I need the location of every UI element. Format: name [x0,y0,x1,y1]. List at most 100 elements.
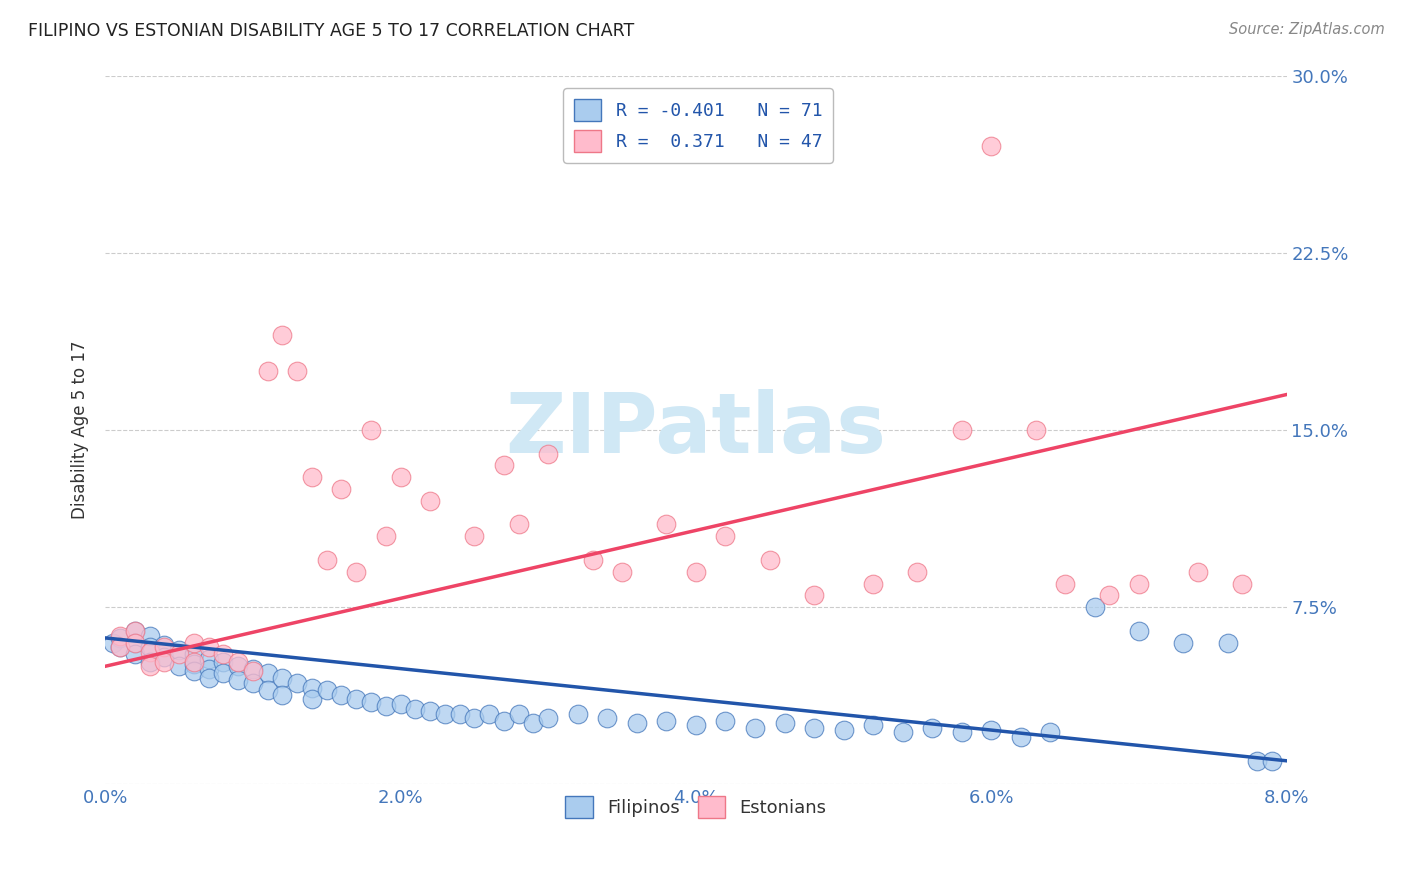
Point [1098,588,1121,602]
Point [197,640,219,655]
Point [537,447,560,461]
Point [271,328,294,343]
Point [153,649,176,664]
Point [183,657,205,671]
Point [167,659,190,673]
Point [433,706,456,721]
Point [183,664,205,678]
Point [492,714,515,728]
Point [773,716,796,731]
Point [626,716,648,731]
Point [138,655,160,669]
Point [463,529,485,543]
Point [108,629,131,643]
Point [212,655,235,669]
Point [492,458,515,473]
Point [905,565,928,579]
Point [360,695,382,709]
Point [655,517,678,532]
Point [596,711,619,725]
Point [891,725,914,739]
Point [950,725,973,739]
Point [714,529,737,543]
Point [360,423,382,437]
Point [167,648,190,662]
Point [108,631,131,645]
Point [921,721,943,735]
Point [212,666,235,681]
Text: ZIPatlas: ZIPatlas [505,390,886,470]
Point [1054,576,1077,591]
Point [1173,635,1195,649]
Point [404,702,426,716]
Point [256,682,278,697]
Point [153,655,176,669]
Point [744,721,766,735]
Point [862,576,884,591]
Point [124,648,146,662]
Point [256,364,278,378]
Point [197,671,219,685]
Point [285,364,308,378]
Point [315,682,337,697]
Point [1246,754,1268,768]
Point [1084,600,1107,615]
Point [330,482,353,496]
Point [271,688,294,702]
Point [301,692,323,706]
Point [1025,423,1047,437]
Point [522,716,544,731]
Point [803,721,825,735]
Point [124,635,146,649]
Point [124,624,146,638]
Point [685,718,707,732]
Point [183,655,205,669]
Point [419,704,441,718]
Point [1128,576,1150,591]
Point [138,645,160,659]
Point [153,638,176,652]
Point [1187,565,1209,579]
Point [256,666,278,681]
Point [610,565,633,579]
Point [862,718,884,732]
Point [242,675,264,690]
Point [1039,725,1062,739]
Point [1232,576,1254,591]
Text: FILIPINO VS ESTONIAN DISABILITY AGE 5 TO 17 CORRELATION CHART: FILIPINO VS ESTONIAN DISABILITY AGE 5 TO… [28,22,634,40]
Point [389,470,412,484]
Point [226,659,249,673]
Point [330,688,353,702]
Point [212,648,235,662]
Point [226,673,249,688]
Point [980,139,1002,153]
Legend: Filipinos, Estonians: Filipinos, Estonians [558,789,834,825]
Point [242,662,264,676]
Point [463,711,485,725]
Point [389,697,412,711]
Text: Source: ZipAtlas.com: Source: ZipAtlas.com [1229,22,1385,37]
Point [138,659,160,673]
Point [242,664,264,678]
Point [124,624,146,638]
Point [1216,635,1239,649]
Point [197,652,219,666]
Point [567,706,589,721]
Point [374,699,396,714]
Point [478,706,501,721]
Point [714,714,737,728]
Point [374,529,396,543]
Point [101,635,124,649]
Point [419,494,441,508]
Y-axis label: Disability Age 5 to 17: Disability Age 5 to 17 [72,341,89,519]
Point [124,635,146,649]
Point [183,648,205,662]
Point [449,706,471,721]
Point [183,635,205,649]
Point [226,655,249,669]
Point [950,423,973,437]
Point [197,662,219,676]
Point [655,714,678,728]
Point [685,565,707,579]
Point [1128,624,1150,638]
